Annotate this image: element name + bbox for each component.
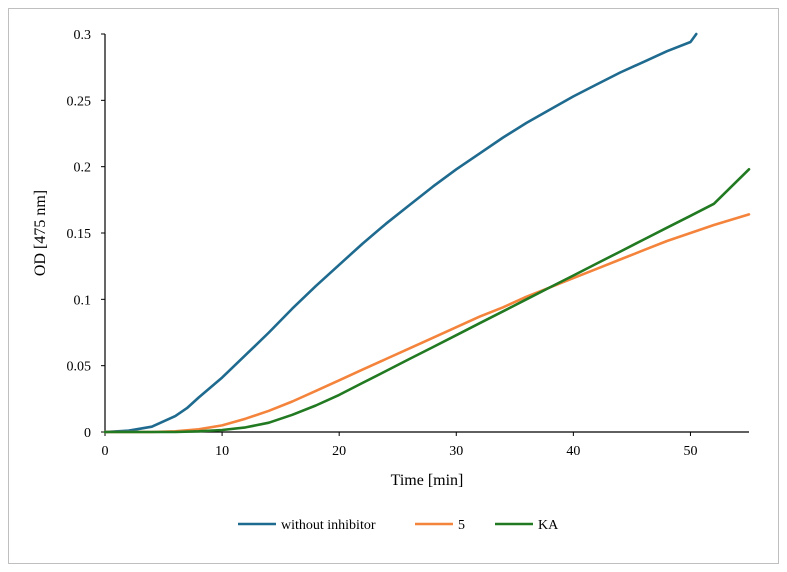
x-tick-labels: 0 10 20 30 40 50 — [102, 432, 697, 459]
y-tick-labels: 0 0.05 0.1 0.15 0.2 0.25 0.3 — [67, 28, 105, 441]
x-tick-label: 0 — [102, 444, 109, 459]
x-tick-label: 50 — [683, 444, 697, 459]
legend-label-0: without inhibitor — [281, 518, 376, 533]
y-tick-label: 0.1 — [74, 293, 92, 308]
x-tick-label: 40 — [566, 444, 580, 459]
series-line-2 — [103, 168, 751, 434]
legend-label-1: 5 — [458, 518, 465, 533]
chart-frame: 0 10 20 30 40 50 0 0.05 0.1 0.15 0.2 0.25 0.3 Time … — [8, 8, 779, 564]
y-axis-title: OD [475 nm] — [32, 190, 49, 276]
y-tick-label: 0.25 — [67, 94, 92, 109]
legend-label-2: KA — [538, 518, 559, 533]
legend: without inhibitor 5 KA — [238, 518, 559, 533]
y-tick-label: 0.3 — [74, 28, 92, 43]
line-chart: 0 10 20 30 40 50 0 0.05 0.1 0.15 0.2 0.25 0.3 Time … — [32, 28, 751, 533]
y-tick-label: 0.15 — [67, 227, 92, 242]
y-tick-label: 0.2 — [74, 161, 92, 176]
x-tick-label: 20 — [332, 444, 346, 459]
plot-axes — [104, 34, 749, 433]
series-line-1 — [103, 213, 751, 434]
x-tick-label: 10 — [215, 444, 229, 459]
series-lines — [103, 32, 751, 434]
y-tick-label: 0 — [84, 426, 91, 441]
y-tick-label: 0.05 — [67, 360, 92, 375]
x-axis-title: Time [min] — [391, 472, 464, 489]
x-tick-label: 30 — [449, 444, 463, 459]
series-line-0 — [103, 32, 698, 434]
